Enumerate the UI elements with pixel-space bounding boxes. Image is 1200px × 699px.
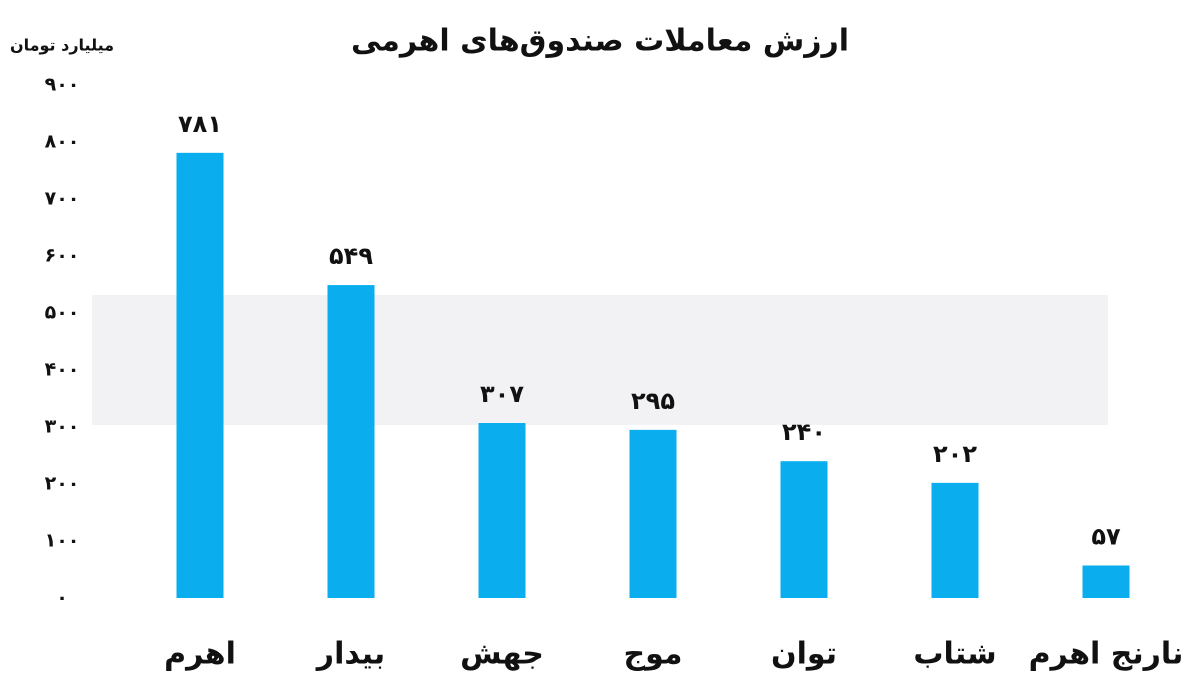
bar: [176, 152, 224, 598]
y-axis-unit: میلیارد تومان: [10, 36, 114, 55]
y-tick-label: ۵۰۰: [45, 302, 80, 324]
x-tick-label: اهرم: [164, 637, 236, 672]
y-tick-label: ۳۰۰: [45, 416, 80, 438]
x-tick-label: موج: [623, 637, 682, 672]
y-tick-label: ۴۰۰: [45, 359, 80, 381]
bar: [780, 461, 828, 598]
bar: [629, 429, 677, 598]
bar: [931, 482, 979, 598]
x-tick-label: شتاب: [913, 637, 996, 672]
chart-title: ارزش معاملات صندوق‌های اهرمی: [351, 24, 849, 59]
value-label: ۲۹۵: [631, 387, 675, 415]
value-label: ۲۴۰: [782, 418, 826, 446]
x-tick-label: نارنج اهرم: [1029, 637, 1184, 672]
x-tick-label: جهش: [460, 637, 544, 672]
y-tick-label: ۸۰۰: [45, 131, 80, 153]
y-tick-label: ۷۰۰: [45, 188, 80, 210]
y-tick-label: ۰: [56, 587, 68, 609]
bar: [327, 285, 375, 598]
bar: [1082, 565, 1130, 598]
x-tick-label: بیدار: [315, 637, 385, 672]
bar: [478, 423, 526, 598]
y-tick-label: ۱۰۰: [45, 530, 80, 552]
x-tick-label: توان: [771, 637, 837, 672]
y-tick-label: ۹۰۰: [45, 74, 80, 96]
y-tick-label: ۲۰۰: [45, 473, 80, 495]
value-label: ۳۰۷: [480, 380, 524, 408]
value-label: ۲۰۲: [933, 440, 977, 468]
value-label: ۵۷: [1091, 523, 1121, 551]
y-tick-label: ۶۰۰: [45, 245, 80, 267]
watermark-band: [92, 295, 1108, 425]
value-label: ۵۴۹: [329, 242, 373, 270]
value-label: ۷۸۱: [178, 110, 222, 138]
